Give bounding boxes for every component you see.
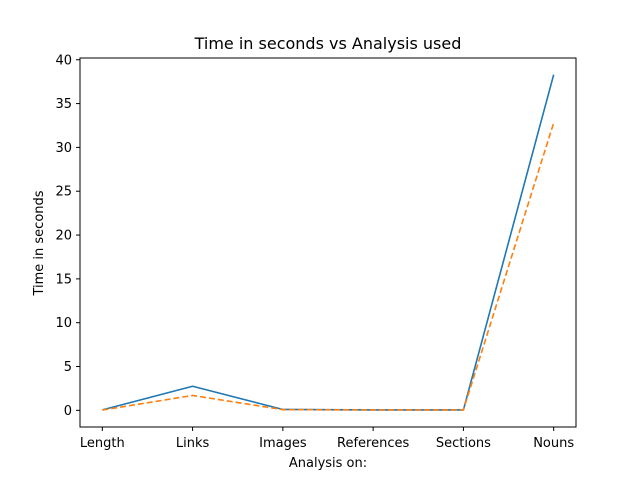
- x-tick-label: Sections: [436, 436, 491, 451]
- plot-series-group: [102, 74, 555, 411]
- y-tick-label: 30: [55, 141, 72, 156]
- series-line-2: [102, 122, 555, 411]
- series-line-1: [102, 74, 555, 411]
- chart-title: Time in seconds vs Analysis used: [194, 34, 462, 53]
- x-tick-label: Images: [259, 436, 307, 451]
- y-tick-label: 0: [64, 404, 72, 419]
- y-tick-label: 5: [64, 360, 72, 375]
- y-axis: 0 5 10 15 20 25 30 35 40: [55, 53, 80, 419]
- plot-frame: [79, 57, 577, 428]
- x-axis: Length Links Images References Sections Nouns: [80, 427, 574, 451]
- x-tick-label: Nouns: [533, 436, 574, 451]
- y-tick-label: 40: [55, 53, 72, 68]
- y-tick-label: 20: [55, 229, 72, 244]
- x-axis-label: Analysis on:: [289, 456, 367, 471]
- y-tick-label: 25: [55, 185, 72, 200]
- y-tick-label: 10: [55, 316, 72, 331]
- y-tick-label: 15: [55, 272, 72, 287]
- x-tick-label: Length: [80, 436, 125, 451]
- y-axis-label: Time in seconds: [32, 190, 47, 296]
- y-tick-label: 35: [55, 97, 72, 112]
- x-tick-label: Links: [176, 436, 210, 451]
- x-tick-label: References: [337, 436, 409, 451]
